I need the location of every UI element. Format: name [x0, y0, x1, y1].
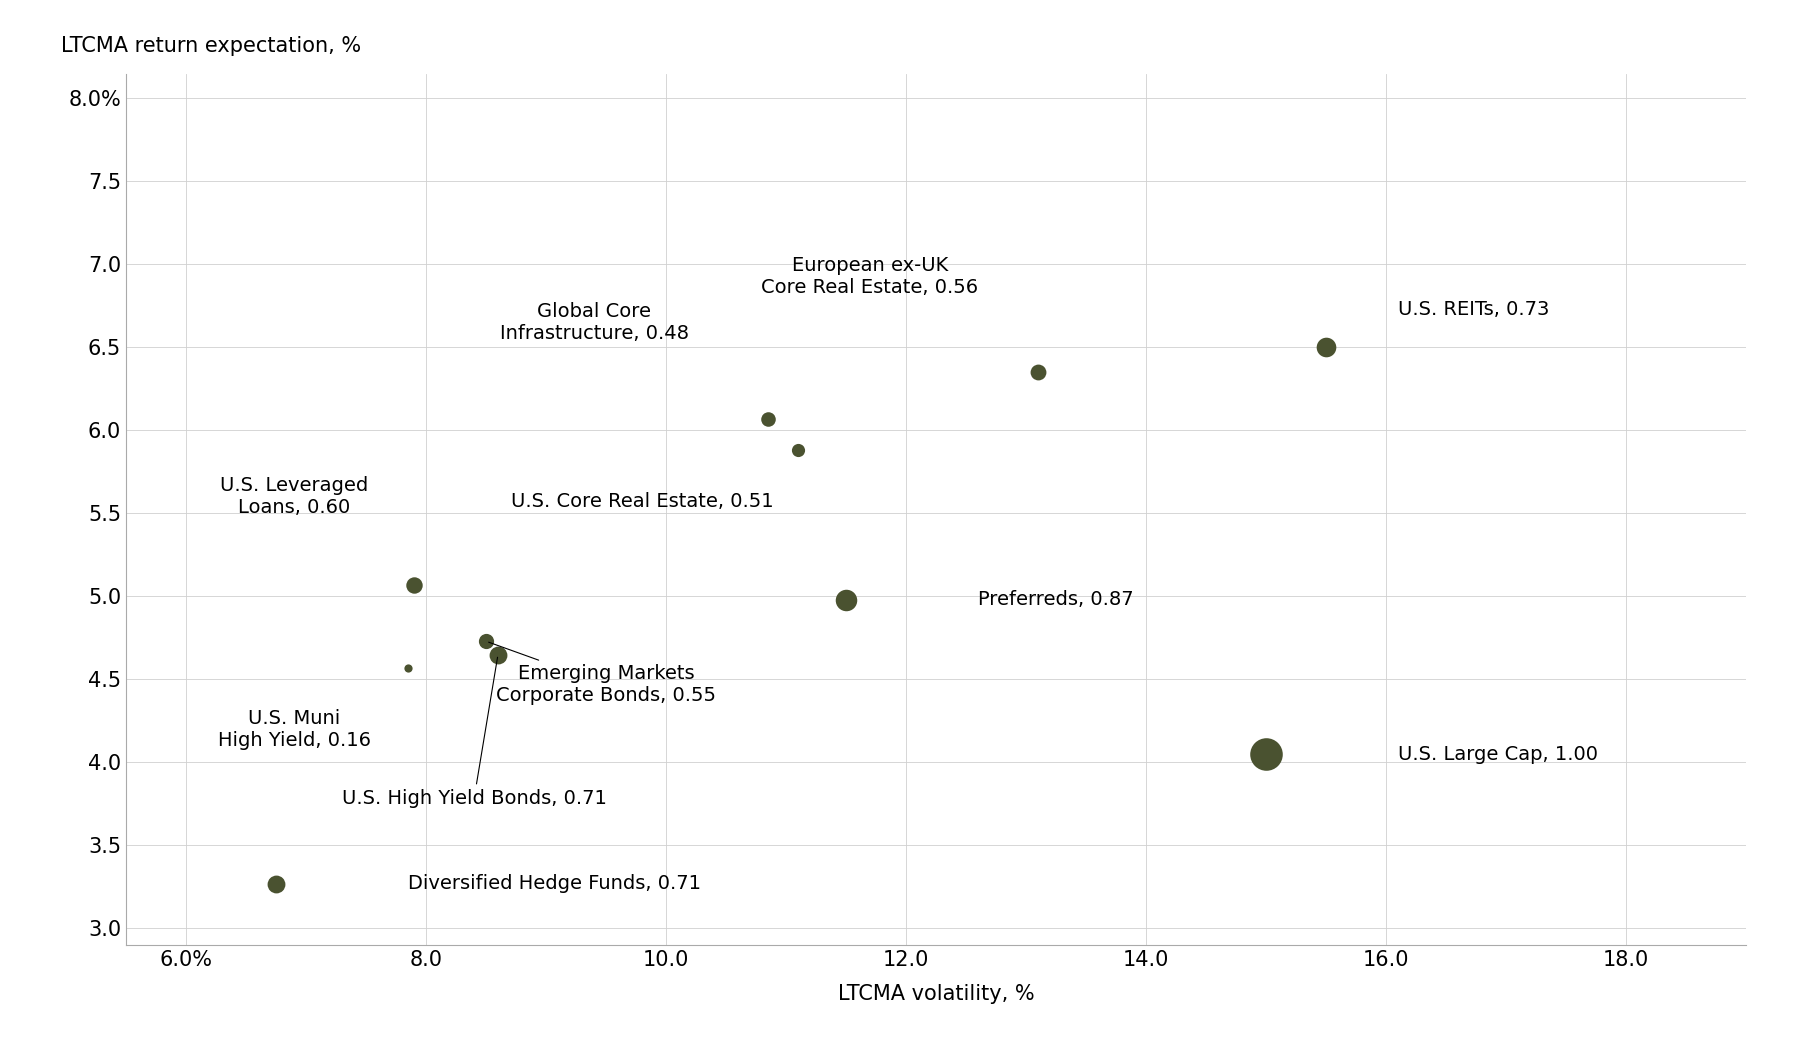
X-axis label: LTCMA volatility, %: LTCMA volatility, % — [837, 984, 1035, 1004]
Text: U.S. High Yield Bonds, 0.71: U.S. High Yield Bonds, 0.71 — [342, 657, 607, 808]
Text: U.S. Large Cap, 1.00: U.S. Large Cap, 1.00 — [1399, 744, 1598, 763]
Point — [832, 591, 860, 608]
Point — [261, 876, 290, 892]
Text: U.S. Core Real Estate, 0.51: U.S. Core Real Estate, 0.51 — [511, 492, 774, 511]
Point — [1251, 746, 1280, 762]
Point — [400, 576, 428, 593]
Text: European ex-UK
Core Real Estate, 0.56: European ex-UK Core Real Estate, 0.56 — [761, 255, 979, 296]
Point — [1024, 364, 1053, 381]
Text: U.S. Muni
High Yield, 0.16: U.S. Muni High Yield, 0.16 — [218, 709, 371, 750]
Text: Emerging Markets
Corporate Bonds, 0.55: Emerging Markets Corporate Bonds, 0.55 — [488, 643, 716, 705]
Point — [1312, 339, 1341, 356]
Text: Global Core
Infrastructure, 0.48: Global Core Infrastructure, 0.48 — [500, 302, 688, 343]
Text: Preferreds, 0.87: Preferreds, 0.87 — [977, 590, 1134, 609]
Text: U.S. Leveraged
Loans, 0.60: U.S. Leveraged Loans, 0.60 — [220, 477, 369, 518]
Point — [472, 633, 500, 650]
Point — [484, 646, 513, 663]
Point — [754, 411, 783, 427]
Text: U.S. REITs, 0.73: U.S. REITs, 0.73 — [1399, 299, 1550, 319]
Text: LTCMA return expectation, %: LTCMA return expectation, % — [61, 36, 362, 56]
Text: Diversified Hedge Funds, 0.71: Diversified Hedge Funds, 0.71 — [409, 874, 700, 894]
Point — [394, 659, 423, 676]
Point — [783, 442, 812, 459]
